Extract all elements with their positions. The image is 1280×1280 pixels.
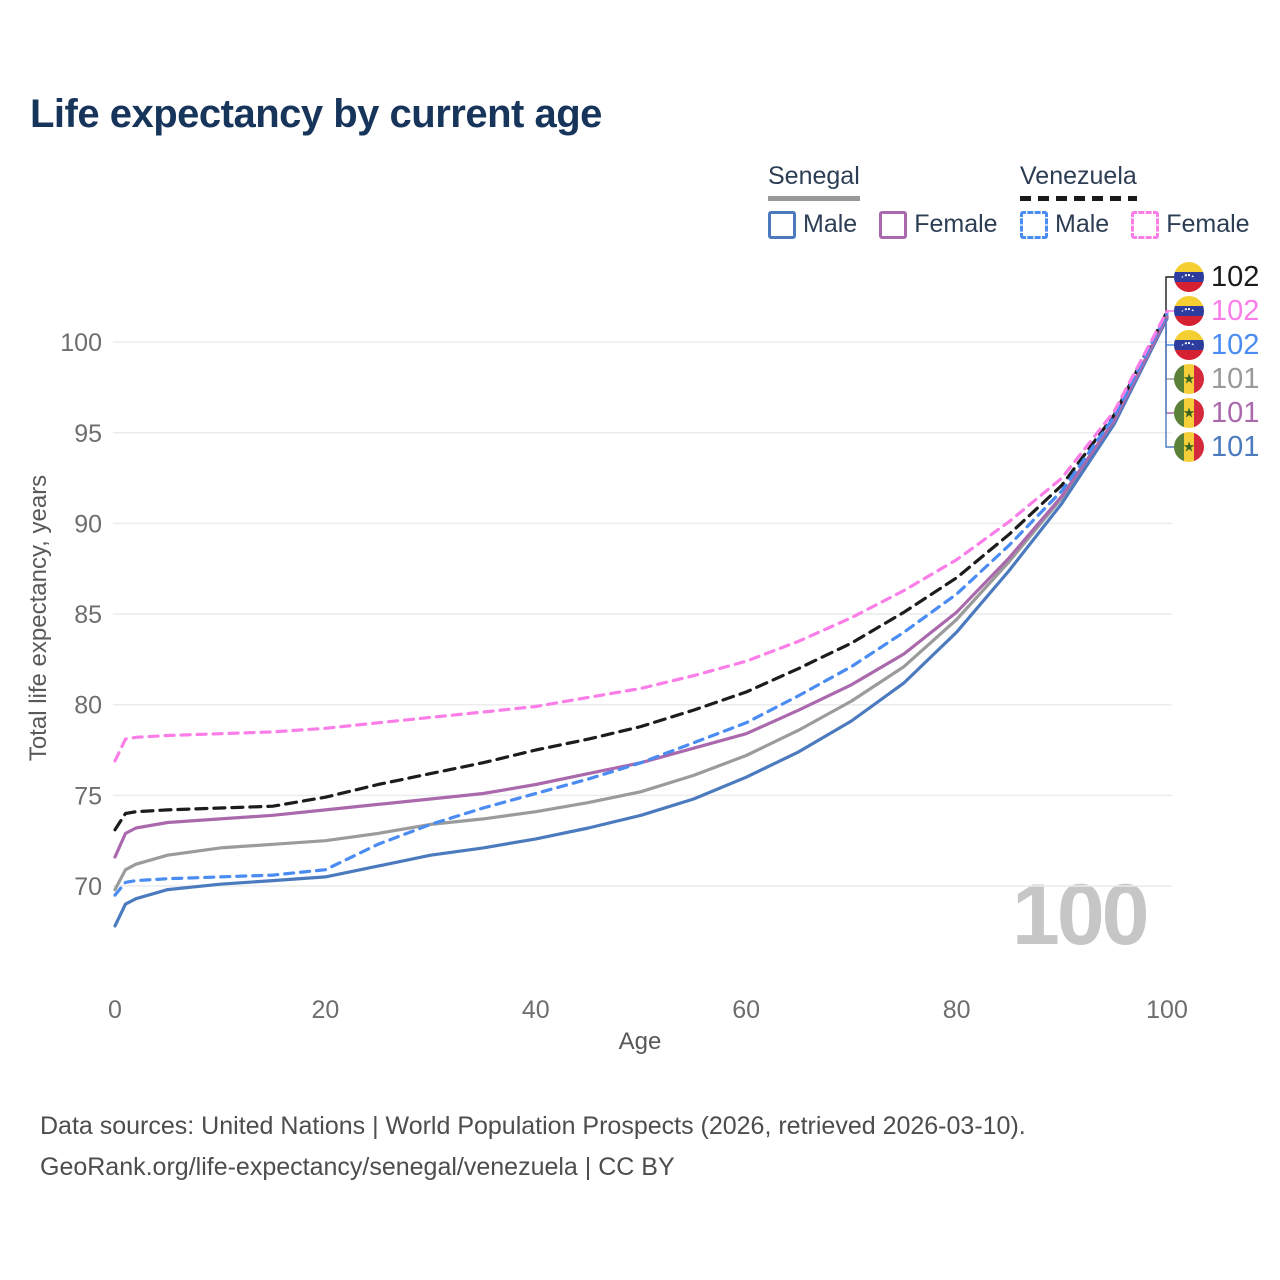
legend-country-senegal: Senegal bbox=[768, 162, 860, 190]
venezuela-flag-icon bbox=[1174, 262, 1204, 292]
senegal-flag-icon bbox=[1174, 364, 1204, 394]
legend-group-venezuela: Venezuela Male Female bbox=[1020, 162, 1250, 239]
end-value: 102 bbox=[1211, 328, 1260, 361]
series-venezuela_male bbox=[113, 311, 1169, 897]
legend-item-label: Female bbox=[914, 210, 998, 238]
senegal-flag-icon bbox=[1174, 398, 1204, 428]
svg-text:60: 60 bbox=[732, 996, 760, 1024]
legend-item-senegal-male[interactable]: Male bbox=[768, 210, 857, 239]
end-label-venezuela-female: 102 bbox=[1174, 295, 1259, 327]
series-senegal_male bbox=[113, 316, 1169, 928]
page-title: Life expectancy by current age bbox=[30, 92, 602, 136]
y-axis-title: Total life expectancy, years bbox=[25, 475, 52, 761]
svg-text:85: 85 bbox=[74, 601, 102, 629]
venezuela-female-swatch-icon bbox=[1131, 210, 1160, 239]
legend-item-label: Female bbox=[1166, 210, 1250, 238]
senegal-flag-icon bbox=[1174, 432, 1204, 462]
svg-text:75: 75 bbox=[74, 782, 102, 810]
legend-group-senegal: Senegal Male Female bbox=[768, 162, 998, 239]
svg-text:80: 80 bbox=[943, 996, 971, 1024]
series-senegal_total bbox=[113, 314, 1169, 892]
svg-text:0: 0 bbox=[108, 996, 122, 1024]
venezuela-flag-icon bbox=[1174, 330, 1204, 360]
end-value: 101 bbox=[1211, 396, 1260, 429]
legend-item-venezuela-male[interactable]: Male bbox=[1020, 210, 1109, 239]
footer: Data sources: United Nations | World Pop… bbox=[40, 1106, 1026, 1188]
senegal-female-swatch-icon bbox=[879, 210, 908, 239]
svg-text:100: 100 bbox=[60, 329, 102, 357]
series-venezuela_female bbox=[113, 309, 1169, 763]
x-axis-title: Age bbox=[619, 1028, 662, 1055]
svg-text:20: 20 bbox=[311, 996, 339, 1024]
legend-item-label: Male bbox=[803, 210, 858, 238]
venezuela-male-swatch-icon bbox=[1020, 210, 1048, 239]
svg-text:80: 80 bbox=[74, 692, 102, 720]
series-senegal_female bbox=[113, 315, 1169, 859]
attribution-line: GeoRank.org/life-expectancy/senegal/vene… bbox=[40, 1153, 675, 1181]
venezuela-flag-icon bbox=[1174, 296, 1204, 326]
end-value: 102 bbox=[1211, 260, 1260, 293]
senegal-male-swatch-icon bbox=[768, 210, 796, 239]
legend-item-label: Male bbox=[1055, 210, 1110, 238]
legend-country-venezuela: Venezuela bbox=[1020, 162, 1137, 190]
svg-text:70: 70 bbox=[74, 873, 102, 901]
end-value: 101 bbox=[1211, 362, 1260, 395]
senegal-line-style-underline bbox=[768, 196, 860, 201]
legend-item-venezuela-female[interactable]: Female bbox=[1131, 210, 1250, 239]
end-label-venezuela-total: 102 bbox=[1174, 261, 1259, 293]
venezuela-line-style-underline bbox=[1020, 196, 1137, 201]
svg-text:100: 100 bbox=[1146, 996, 1188, 1024]
end-label-senegal-female: 101 bbox=[1174, 397, 1259, 429]
svg-text:40: 40 bbox=[522, 996, 550, 1024]
end-value: 102 bbox=[1211, 294, 1260, 327]
svg-text:95: 95 bbox=[74, 420, 102, 448]
end-label-senegal-male: 101 bbox=[1174, 431, 1259, 463]
svg-text:90: 90 bbox=[74, 510, 102, 538]
legend-item-senegal-female[interactable]: Female bbox=[879, 210, 998, 239]
data-source-line: Data sources: United Nations | World Pop… bbox=[40, 1112, 1026, 1140]
end-value: 101 bbox=[1211, 430, 1260, 463]
series-venezuela_total bbox=[113, 310, 1169, 832]
end-label-venezuela-male: 102 bbox=[1174, 329, 1259, 361]
end-label-senegal-total: 101 bbox=[1174, 363, 1259, 395]
